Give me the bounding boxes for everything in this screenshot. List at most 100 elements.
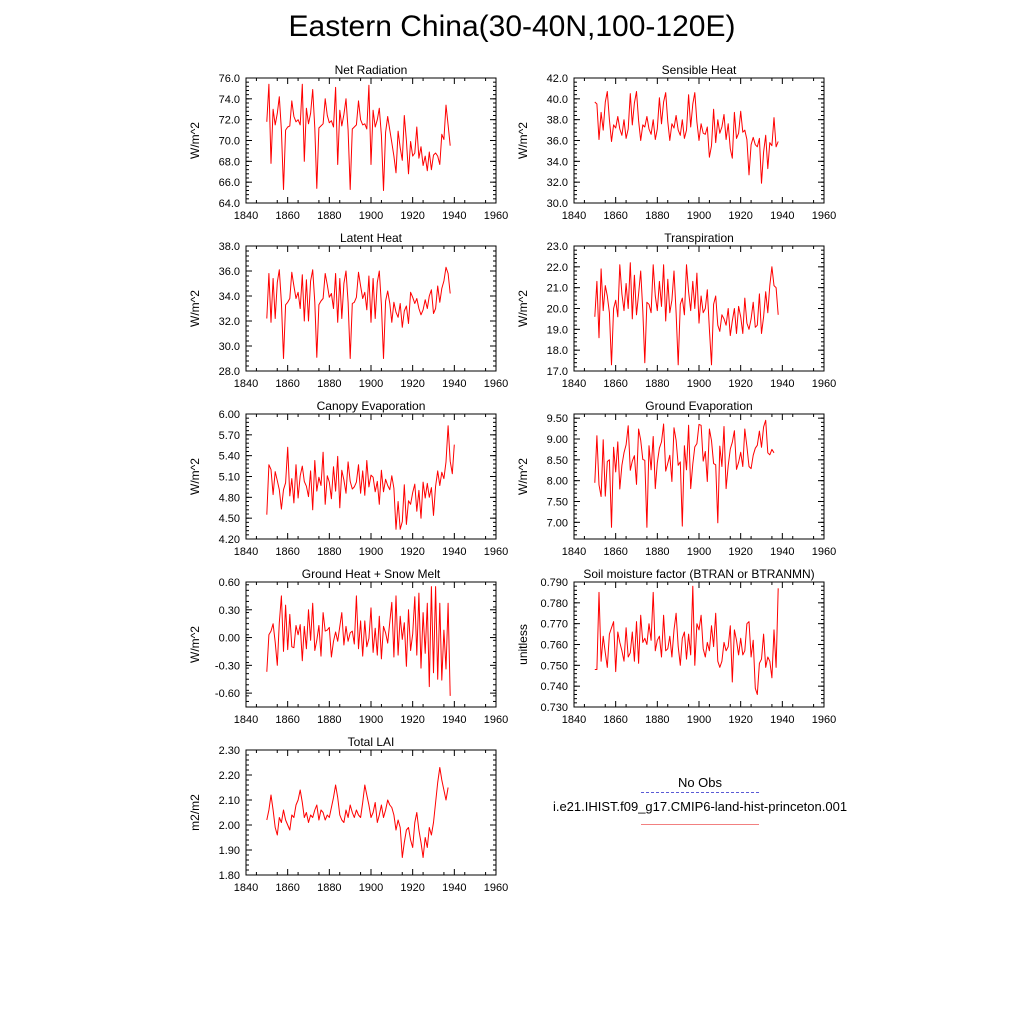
x-tick-label: 1880 — [645, 210, 669, 222]
y-tick-label: 74.0 — [219, 94, 240, 106]
x-tick-label: 1940 — [442, 210, 466, 222]
panel-2: Sensible Heat W/m^2 1840 1860 1880 1900 1920 19… — [516, 63, 836, 222]
panel-4: Transpiration W/m^2 1840 1860 1880 1900 1920 19… — [516, 231, 836, 390]
x-tick-label: 1900 — [687, 210, 711, 222]
x-tick-label: 1860 — [603, 714, 627, 726]
y-tick-label: 0.00 — [219, 633, 240, 645]
y-tick-label: 72.0 — [219, 115, 240, 127]
y-tick-label: 0.750 — [540, 660, 568, 672]
x-tick-label: 1960 — [812, 546, 836, 558]
y-tick-label: 2.20 — [219, 770, 240, 782]
legend-model-line — [641, 824, 759, 825]
panel-1: Net Radiation W/m^2 1840 1860 1880 1900 1920 19… — [188, 63, 508, 222]
y-tick-label: 0.760 — [540, 640, 568, 652]
x-tick-label: 1880 — [645, 546, 669, 558]
y-tick-label: 5.70 — [219, 430, 240, 442]
y-tick-label: 20.0 — [547, 304, 568, 316]
y-tick-label: 64.0 — [219, 198, 240, 210]
y-axis-label: W/m^2 — [188, 626, 202, 663]
x-tick-label: 1880 — [317, 378, 341, 390]
y-tick-label: 30.0 — [219, 341, 240, 353]
y-tick-label: 0.60 — [219, 577, 240, 589]
panel-5: Canopy Evaporation W/m^2 1840 1860 1880 1900 1… — [188, 399, 508, 558]
legend: No Obs i.e21.IHIST.f09_g17.CMIP6-land-hi… — [530, 775, 870, 825]
y-tick-label: 2.00 — [219, 820, 240, 832]
y-tick-label: 0.790 — [540, 577, 568, 589]
x-tick-label: 1860 — [275, 210, 299, 222]
x-tick-label: 1900 — [359, 210, 383, 222]
x-tick-label: 1840 — [562, 378, 586, 390]
x-tick-label: 1960 — [812, 210, 836, 222]
x-tick-label: 1940 — [442, 378, 466, 390]
x-tick-label: 1940 — [442, 546, 466, 558]
x-tick-label: 1840 — [234, 378, 258, 390]
panel-9: Total LAI m2/m2 1840 1860 1880 1900 1920 1940 19… — [188, 735, 508, 894]
panel-3: Latent Heat W/m^2 1840 1860 1880 1900 1920 1940… — [188, 231, 508, 390]
y-tick-label: 9.00 — [547, 434, 568, 446]
legend-model-label: i.e21.IHIST.f09_g17.CMIP6-land-hist-prin… — [552, 799, 848, 814]
y-tick-label: 32.0 — [547, 177, 568, 189]
page-title: Eastern China(30-40N,100-120E) — [288, 10, 736, 43]
x-tick-label: 1960 — [484, 378, 508, 390]
y-tick-label: 5.10 — [219, 472, 240, 484]
x-tick-label: 1920 — [728, 546, 752, 558]
y-tick-label: 2.10 — [219, 795, 240, 807]
x-tick-label: 1940 — [770, 210, 794, 222]
y-tick-label: 66.0 — [219, 177, 240, 189]
panel-title: Ground Heat + Snow Melt — [302, 567, 441, 581]
y-tick-label: 38.0 — [219, 241, 240, 253]
y-axis-label: W/m^2 — [188, 290, 202, 327]
y-tick-label: 34.0 — [547, 156, 568, 168]
x-tick-label: 1860 — [603, 546, 627, 558]
y-axis-label: W/m^2 — [188, 122, 202, 159]
x-tick-label: 1900 — [687, 714, 711, 726]
y-tick-label: -0.30 — [215, 660, 240, 672]
x-tick-label: 1860 — [603, 210, 627, 222]
x-tick-label: 1940 — [770, 714, 794, 726]
y-tick-label: 23.0 — [547, 241, 568, 253]
x-tick-label: 1880 — [317, 546, 341, 558]
x-tick-label: 1900 — [359, 546, 383, 558]
y-tick-label: 36.0 — [219, 266, 240, 278]
x-tick-label: 1880 — [317, 882, 341, 894]
y-tick-label: 0.780 — [540, 598, 568, 610]
y-tick-label: 68.0 — [219, 156, 240, 168]
y-tick-label: 40.0 — [547, 94, 568, 106]
x-tick-label: 1880 — [317, 714, 341, 726]
x-tick-label: 1900 — [687, 378, 711, 390]
y-tick-label: 0.30 — [219, 605, 240, 617]
x-tick-label: 1840 — [234, 714, 258, 726]
x-tick-label: 1940 — [442, 882, 466, 894]
y-tick-label: 19.0 — [547, 324, 568, 336]
series-line — [266, 425, 455, 530]
x-tick-label: 1920 — [400, 210, 424, 222]
x-tick-label: 1860 — [603, 378, 627, 390]
x-tick-label: 1920 — [400, 714, 424, 726]
x-tick-label: 1860 — [275, 378, 299, 390]
x-tick-label: 1960 — [484, 210, 508, 222]
y-tick-label: 70.0 — [219, 136, 240, 148]
y-tick-label: 7.00 — [547, 517, 568, 529]
x-tick-label: 1920 — [400, 546, 424, 558]
y-tick-label: 30.0 — [547, 198, 568, 210]
x-tick-label: 1860 — [275, 714, 299, 726]
x-tick-label: 1920 — [728, 378, 752, 390]
x-tick-label: 1840 — [562, 714, 586, 726]
series-line — [266, 767, 449, 858]
x-tick-label: 1960 — [484, 714, 508, 726]
y-tick-label: 18.0 — [547, 345, 568, 357]
y-tick-label: -0.60 — [215, 688, 240, 700]
y-tick-label: 9.50 — [547, 413, 568, 425]
panel-title: Net Radiation — [335, 63, 408, 77]
x-tick-label: 1880 — [645, 714, 669, 726]
x-tick-label: 1860 — [275, 546, 299, 558]
x-tick-label: 1900 — [359, 882, 383, 894]
x-tick-label: 1960 — [812, 714, 836, 726]
y-tick-label: 17.0 — [547, 366, 568, 378]
x-tick-label: 1900 — [359, 714, 383, 726]
y-tick-label: 0.740 — [540, 681, 568, 693]
x-tick-label: 1840 — [234, 210, 258, 222]
y-tick-label: 4.50 — [219, 513, 240, 525]
x-tick-label: 1900 — [687, 546, 711, 558]
panel-title: Total LAI — [348, 735, 395, 749]
